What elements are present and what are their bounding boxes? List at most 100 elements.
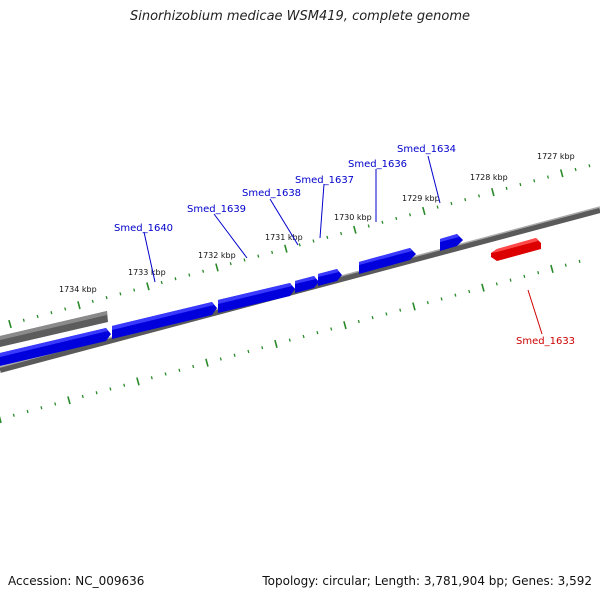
gene-smed-1636[interactable] — [359, 248, 416, 274]
gene-block-partial-highlight — [0, 328, 108, 357]
inner-ruler-major-tick — [550, 264, 554, 274]
outer-ruler-minor-tick — [588, 164, 591, 168]
accession-text: Accession: NC_009636 — [8, 574, 145, 588]
inner-ruler-minor-tick — [316, 331, 319, 335]
outer-ruler-major-tick — [284, 244, 288, 253]
outer-ruler-minor-tick — [367, 224, 370, 228]
ruler-label: 1731 kbp — [265, 233, 303, 242]
gene-label[interactable]: Smed_1640 — [114, 223, 173, 234]
gene-smed-1637-highlight — [318, 269, 339, 277]
inner-ruler-major-tick — [136, 377, 140, 386]
gene-smed-1633[interactable] — [491, 238, 541, 261]
gene-smed-1638-highlight — [295, 276, 316, 284]
outer-ruler-minor-tick — [395, 216, 398, 221]
outer-ruler-major-tick — [8, 319, 12, 329]
gene-label[interactable]: Smed_1633 — [516, 336, 575, 347]
inner-ruler-minor-tick — [81, 394, 84, 399]
inner-ruler-track — [0, 259, 581, 424]
outer-ruler-major-tick — [422, 206, 426, 216]
inner-ruler-minor-tick — [109, 387, 112, 391]
outer-ruler-minor-tick — [505, 186, 508, 190]
outer-ruler-minor-tick — [243, 258, 246, 262]
outer-ruler-major-tick — [353, 225, 357, 234]
outer-ruler-minor-tick — [36, 314, 39, 319]
inner-ruler-major-tick — [205, 358, 209, 367]
inner-ruler-minor-tick — [219, 357, 222, 361]
callout-line-smed-1638 — [269, 198, 299, 246]
outer-ruler-minor-tick — [381, 220, 384, 224]
outer-ruler-minor-tick — [546, 175, 550, 179]
gene-block-partial[interactable] — [0, 328, 111, 366]
inner-ruler-minor-tick — [454, 293, 457, 297]
gene-smed-1639[interactable] — [218, 283, 295, 313]
outer-ruler-minor-tick — [533, 179, 536, 183]
callout-line-smed-1633 — [527, 289, 543, 335]
callout-line-smed-1637 — [319, 183, 325, 239]
inner-ruler-minor-tick — [164, 372, 167, 376]
ruler-label: 1730 kbp — [334, 213, 372, 222]
gene-smed-1640[interactable] — [112, 302, 217, 339]
inner-ruler-major-tick — [274, 339, 278, 349]
inner-ruler-minor-tick — [54, 402, 57, 406]
outer-ruler-minor-tick — [464, 198, 467, 202]
callout-line-smed-1640 — [143, 231, 156, 283]
gene-label[interactable]: Smed_1634 — [397, 144, 456, 155]
inner-ruler-minor-tick — [12, 413, 15, 417]
inner-ruler-minor-tick — [509, 278, 512, 282]
ruler-labels: 1734 kbp 1733 kbp 1732 kbp 1731 kbp 1730… — [59, 152, 575, 294]
outer-ruler-minor-tick — [436, 205, 439, 209]
genome-summary-text: Topology: circular; Length: 3,781,904 bp… — [262, 574, 592, 588]
ruler-label: 1734 kbp — [59, 285, 97, 294]
inner-ruler-minor-tick — [578, 259, 581, 263]
gene-smed-1633-highlight — [491, 238, 538, 253]
inner-ruler-minor-tick — [537, 271, 540, 275]
gene-callouts — [143, 155, 543, 335]
outer-ruler-minor-tick — [271, 250, 274, 254]
ruler-label: 1733 kbp — [128, 268, 166, 277]
inner-ruler-minor-tick — [302, 334, 305, 339]
ruler-label: 1727 kbp — [537, 152, 575, 161]
inner-ruler-minor-tick — [523, 274, 526, 278]
inner-ruler-minor-tick — [192, 364, 195, 369]
callout-line-smed-1639 — [213, 213, 248, 259]
inner-ruler-minor-tick — [40, 406, 43, 410]
inner-ruler-major-tick — [0, 415, 2, 424]
outer-ruler-minor-tick — [50, 311, 53, 315]
gene-smed-1639-highlight — [218, 283, 292, 304]
gene-label[interactable]: Smed_1638 — [242, 188, 301, 199]
gene-smed-1640-highlight — [112, 302, 214, 330]
ruler-label: 1728 kbp — [470, 173, 508, 182]
inner-ruler-minor-tick — [468, 289, 471, 294]
outer-ruler-track — [8, 164, 591, 329]
inner-ruler-minor-tick — [385, 312, 388, 316]
inner-ruler-major-tick — [343, 321, 347, 330]
outer-ruler-minor-tick — [91, 299, 94, 303]
gene-smed-1636-highlight — [359, 248, 412, 265]
outer-ruler-minor-tick — [64, 307, 67, 311]
inner-ruler-minor-tick — [123, 383, 126, 387]
outer-ruler-major-tick — [77, 301, 81, 310]
outer-ruler-minor-tick — [133, 288, 136, 292]
gene-label[interactable]: Smed_1639 — [187, 204, 246, 215]
outer-ruler-major-tick — [559, 169, 564, 178]
inner-ruler-minor-tick — [371, 316, 374, 320]
inner-ruler-minor-tick — [399, 308, 402, 312]
gray-feature-highlight — [0, 311, 107, 340]
inner-ruler-minor-tick — [233, 353, 236, 357]
inner-ruler-major-tick — [67, 396, 71, 405]
gene-label[interactable]: Smed_1636 — [348, 159, 407, 170]
gene-smed-1634-highlight — [440, 234, 459, 242]
map-title: Sinorhizobium medicae WSM419, complete g… — [129, 9, 471, 24]
outer-ruler-minor-tick — [105, 296, 108, 300]
inner-ruler-minor-tick — [95, 391, 98, 395]
outer-ruler-minor-tick — [519, 182, 522, 187]
gene-label[interactable]: Smed_1637 — [295, 175, 354, 186]
gene-labels: Smed_1640 Smed_1639 Smed_1638 Smed_1637 … — [114, 144, 575, 347]
feature-track — [0, 234, 541, 366]
outer-ruler-major-tick — [215, 263, 219, 272]
inner-ruler-minor-tick — [261, 346, 264, 350]
inner-ruler-minor-tick — [357, 319, 360, 324]
inner-ruler-minor-tick — [426, 301, 429, 305]
